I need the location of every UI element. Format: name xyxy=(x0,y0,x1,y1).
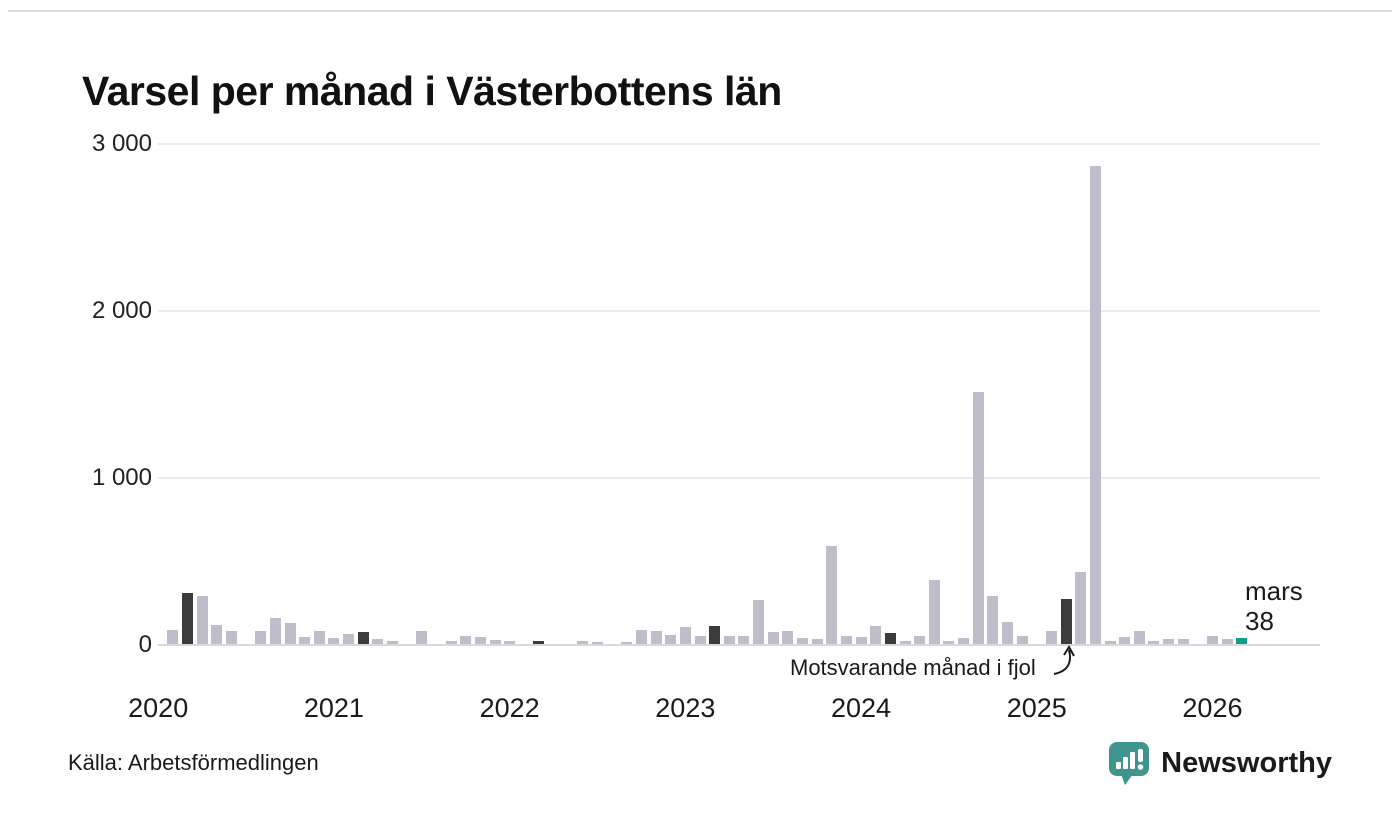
x-axis-line xyxy=(158,644,1320,646)
latest-value-label: mars 38 xyxy=(1245,576,1303,636)
bar-2025-08 xyxy=(1133,631,1145,644)
bar-2024-12 xyxy=(1016,636,1028,644)
bar-2022-09 xyxy=(621,642,633,644)
bar-2024-11 xyxy=(1002,622,1013,644)
bar-2023-04 xyxy=(723,636,735,644)
bar-2021-01 xyxy=(328,638,340,644)
bar-2024-10 xyxy=(987,596,999,644)
bar-2021-10 xyxy=(460,636,472,644)
source-label: Källa: Arbetsförmedlingen xyxy=(68,750,319,775)
bar-2023-07 xyxy=(767,632,779,644)
bar-2024-05 xyxy=(914,636,926,644)
annotation-same-month-last-year: Motsvarande månad i fjol xyxy=(790,655,1036,680)
x-tick-label: 2021 xyxy=(303,693,364,723)
bar-2023-01 xyxy=(679,627,691,644)
bar-2023-11 xyxy=(826,546,838,644)
bar-2022-03 xyxy=(533,641,545,644)
bar-2020-04 xyxy=(196,596,208,644)
bar-2023-12 xyxy=(840,636,852,644)
bar-2022-11 xyxy=(650,631,662,644)
latest-value: 38 xyxy=(1245,606,1274,636)
bar-2024-06 xyxy=(928,580,940,644)
gridline xyxy=(158,142,1320,145)
bar-2025-06 xyxy=(1104,641,1116,644)
x-tick-label: 2025 xyxy=(1006,693,1067,723)
bar-2024-02 xyxy=(870,626,882,644)
bar-2020-08 xyxy=(255,631,267,644)
bar-2021-04 xyxy=(372,639,384,644)
brand-logo[interactable]: Newsworthy xyxy=(1107,740,1332,786)
bar-2026-03 xyxy=(1236,638,1248,644)
bar-2024-03 xyxy=(884,633,896,644)
x-tick-label: 2023 xyxy=(655,693,716,723)
bar-2026-02 xyxy=(1221,639,1233,644)
bar-2022-12 xyxy=(665,635,677,644)
bar-2024-08 xyxy=(958,638,969,644)
bar-2024-04 xyxy=(899,641,911,644)
bar-2025-07 xyxy=(1119,637,1131,644)
chart-title: Varsel per månad i Västerbottens län xyxy=(82,68,782,114)
brand-name: Newsworthy xyxy=(1161,746,1332,779)
bar-2025-09 xyxy=(1148,641,1160,644)
gridline xyxy=(158,309,1320,312)
bar-2021-05 xyxy=(387,641,398,644)
latest-month-label: mars xyxy=(1245,576,1303,606)
bar-2025-11 xyxy=(1177,639,1189,644)
bar-2026-01 xyxy=(1207,636,1218,644)
bar-2024-07 xyxy=(943,641,955,644)
x-tick-label: 2020 xyxy=(128,693,189,723)
bar-2023-05 xyxy=(738,636,750,644)
bar-2025-03 xyxy=(1060,599,1072,644)
x-tick-label: 2024 xyxy=(830,693,892,723)
bar-2025-04 xyxy=(1075,572,1087,644)
bar-2023-09 xyxy=(797,638,808,644)
bar-2021-09 xyxy=(445,641,457,644)
bar-2020-09 xyxy=(269,618,281,644)
y-tick-label: 3 000 xyxy=(91,129,152,157)
bar-2022-07 xyxy=(592,642,603,644)
bar-2021-12 xyxy=(489,640,501,644)
top-divider xyxy=(8,10,1392,12)
x-tick-label: 2022 xyxy=(479,693,540,723)
x-tick-label: 2026 xyxy=(1182,693,1243,723)
bar-2021-07 xyxy=(416,631,428,644)
y-tick-label: 2 000 xyxy=(91,296,152,324)
bar-2025-05 xyxy=(1089,166,1101,644)
bar-2020-12 xyxy=(313,631,325,644)
bar-2020-11 xyxy=(299,637,311,644)
bar-2020-05 xyxy=(211,625,223,644)
bar-2021-02 xyxy=(343,634,355,644)
bar-2021-11 xyxy=(474,637,486,644)
bar-2025-02 xyxy=(1045,631,1057,644)
bar-2021-03 xyxy=(357,632,369,644)
bar-2022-10 xyxy=(635,630,647,644)
newsworthy-icon xyxy=(1109,742,1150,785)
bar-2023-10 xyxy=(811,639,823,644)
bar-2020-06 xyxy=(225,631,237,644)
bar-2025-10 xyxy=(1163,639,1174,644)
bar-2020-10 xyxy=(284,623,296,644)
annotation-arrow-icon xyxy=(1053,645,1075,675)
y-tick-label: 1 000 xyxy=(91,463,152,491)
bar-2020-02 xyxy=(167,630,179,644)
y-tick-label: 0 xyxy=(138,631,152,658)
gridline xyxy=(158,476,1320,479)
bar-2024-01 xyxy=(855,637,867,644)
bar-2023-02 xyxy=(694,636,706,644)
bar-2020-03 xyxy=(182,593,193,644)
bar-2023-03 xyxy=(709,626,721,644)
bar-2023-08 xyxy=(782,631,794,644)
bar-2023-06 xyxy=(753,600,764,644)
bar-2022-01 xyxy=(504,641,516,644)
bar-2022-06 xyxy=(577,641,589,644)
bar-2024-09 xyxy=(972,392,984,644)
